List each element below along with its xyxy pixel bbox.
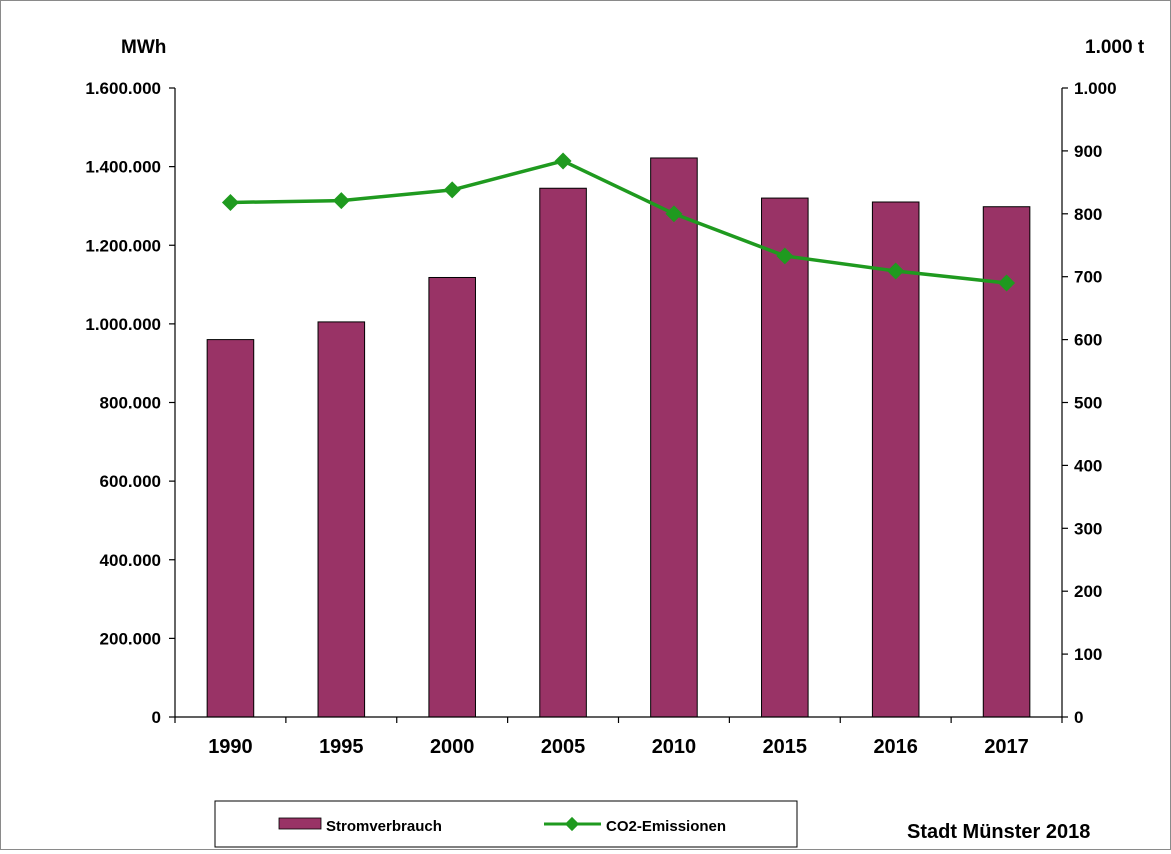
x-axis-tick-label: 1995: [319, 736, 364, 758]
right-axis-tick-label: 200: [1074, 582, 1102, 601]
co2-line: [230, 159, 1007, 285]
right-axis-ticks: 0 100 200 300 400 500 600 700 800 900 1.000: [1062, 79, 1117, 727]
co2-point-2005: [554, 152, 572, 170]
legend-bar-label: Stromverbrauch: [326, 818, 442, 835]
legend-bar-swatch: [278, 817, 322, 830]
left-axis-ticks: 0 200.000 400.000 600.000 800.000 1.000.000 1.…: [85, 79, 175, 727]
bar-2017: [982, 206, 1031, 718]
co2-point-2000: [443, 181, 461, 199]
bar-series: [206, 157, 1031, 718]
x-axis-tick-label: 2016: [873, 736, 918, 758]
legend-line-label: CO2-Emissionen: [606, 818, 726, 835]
bar-2000: [428, 276, 476, 718]
right-axis-tick-label: 500: [1074, 394, 1102, 413]
right-axis-tick-label: 700: [1074, 268, 1102, 287]
left-axis-tick-label: 200.000: [100, 629, 161, 648]
bar-2015: [761, 197, 809, 718]
bar-2005: [539, 187, 587, 718]
right-axis-tick-label: 1.000: [1074, 79, 1117, 98]
source-note: Stadt Münster 2018: [907, 821, 1090, 843]
line-series: [221, 152, 1016, 292]
x-axis-tick-label: 2017: [984, 736, 1029, 758]
co2-point-2015: [776, 247, 794, 265]
bar-1990: [206, 339, 255, 718]
x-axis-ticks: 1990 1995 2000 2005 2010 2015 2016 2017: [174, 717, 1063, 758]
bar-1995: [317, 321, 366, 718]
bar-2010: [650, 157, 698, 718]
right-axis-tick-label: 100: [1074, 645, 1102, 664]
right-axis-tick-label: 300: [1074, 519, 1102, 538]
left-axis-tick-label: 1.200.000: [85, 236, 161, 255]
left-axis-tick-label: 1.000.000: [85, 315, 161, 334]
right-axis-tick-label: 400: [1074, 456, 1102, 475]
left-axis-tick-label: 600.000: [100, 472, 161, 491]
co2-point-2010: [665, 205, 683, 223]
x-axis-tick-label: 2005: [541, 736, 586, 758]
legend: Stromverbrauch CO2-Emissionen: [214, 800, 798, 848]
co2-point-2017: [998, 274, 1016, 292]
co2-point-2016: [887, 262, 905, 280]
left-axis-tick-label: 1.400.000: [85, 158, 161, 177]
right-axis-tick-label: 600: [1074, 331, 1102, 350]
left-axis-tick-label: 400.000: [100, 551, 161, 570]
right-axis-unit-label: 1.000 t: [1085, 37, 1145, 58]
left-axis-unit-label: MWh: [121, 37, 166, 58]
legend-line-marker: [564, 816, 580, 832]
bar-2016: [871, 201, 920, 718]
x-axis-tick-label: 1990: [208, 736, 253, 758]
x-axis-tick-label: 2015: [763, 736, 808, 758]
x-axis-tick-label: 2000: [430, 736, 475, 758]
co2-point-1990: [221, 193, 239, 211]
right-axis-tick-label: 800: [1074, 205, 1102, 224]
left-axis-tick-label: 1.600.000: [85, 79, 161, 98]
co2-point-1995: [332, 192, 350, 210]
left-axis-tick-label: 800.000: [100, 394, 161, 413]
x-axis-tick-label: 2010: [652, 736, 697, 758]
right-axis-tick-label: 0: [1074, 708, 1083, 727]
left-axis-tick-label: 0: [152, 708, 161, 727]
right-axis-tick-label: 900: [1074, 142, 1102, 161]
